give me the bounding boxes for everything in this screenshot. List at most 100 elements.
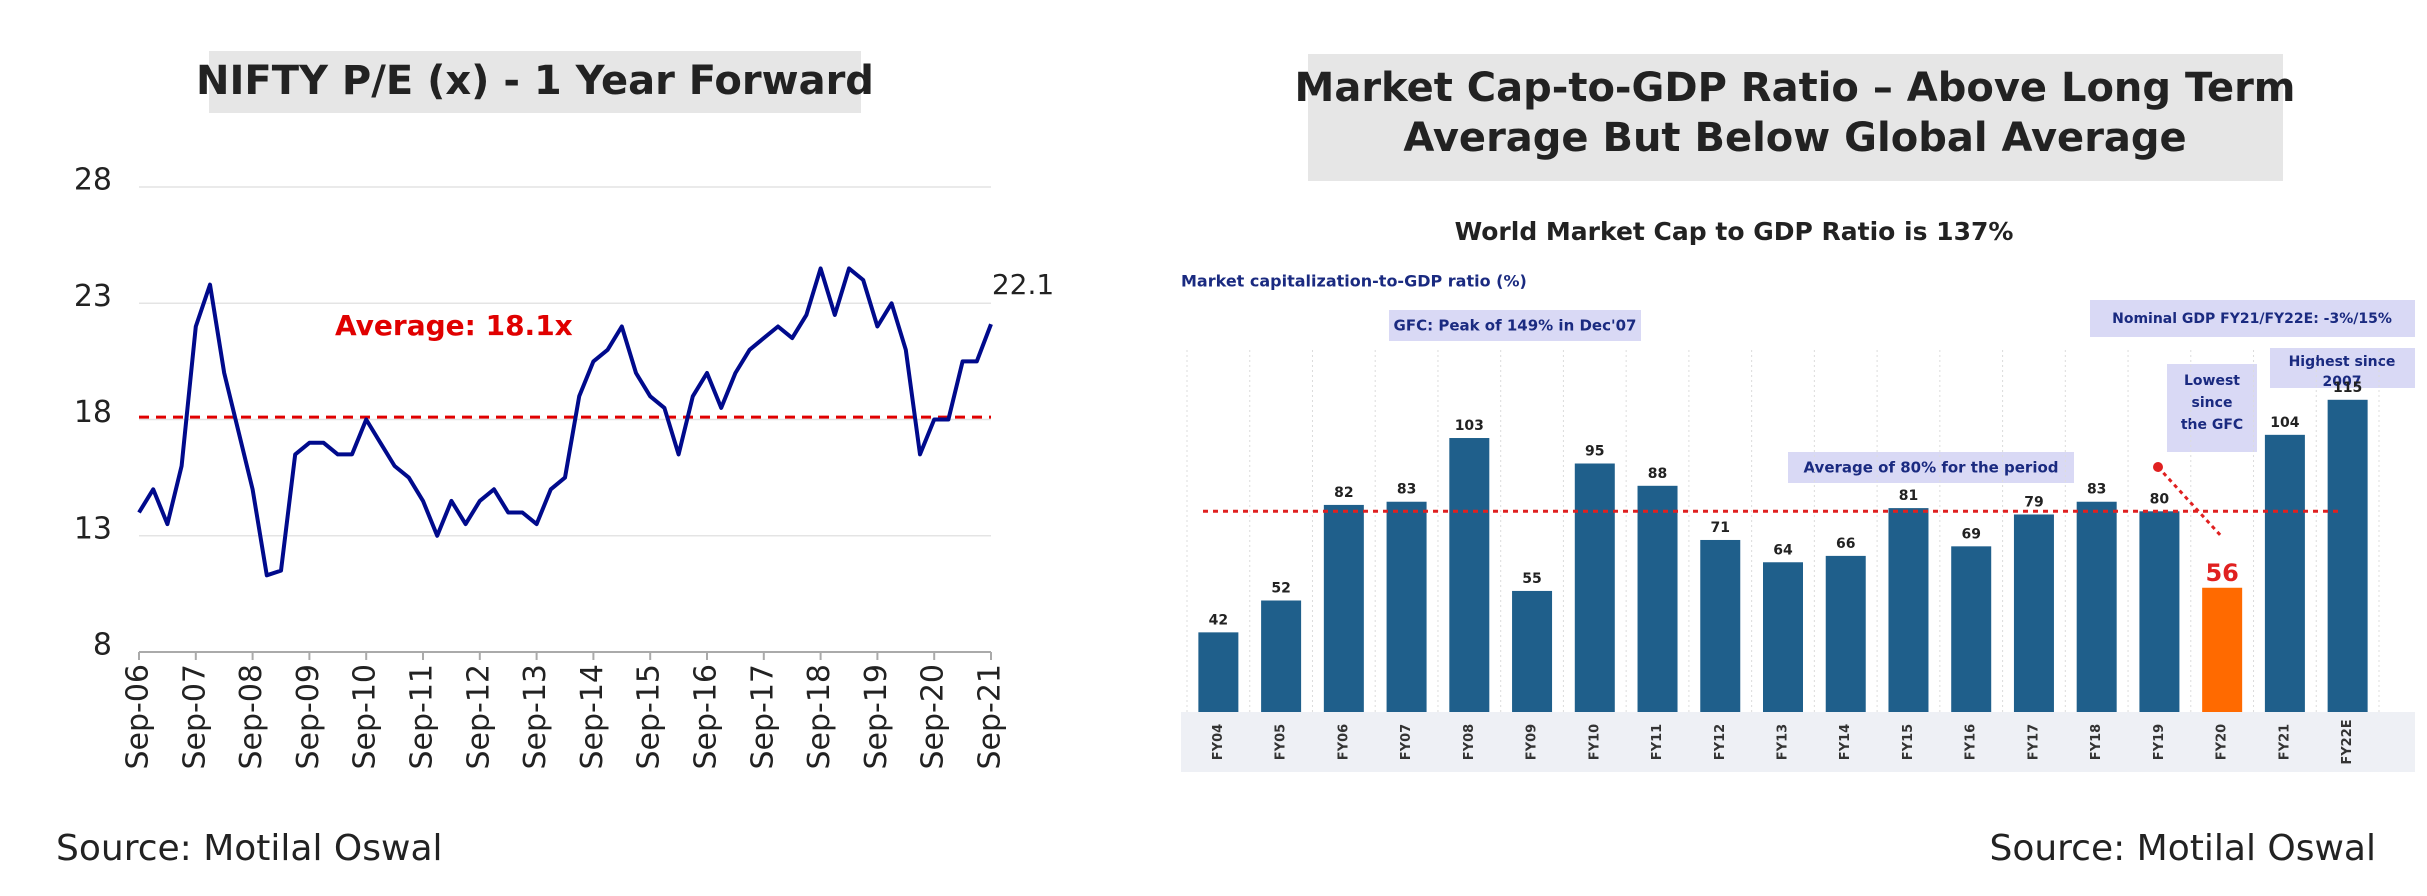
bar (1888, 508, 1929, 712)
x-tick-label: FY16 (1964, 724, 1979, 760)
value-label: 71 (1711, 520, 1730, 536)
bar (1449, 438, 1490, 712)
bar (2202, 587, 2243, 712)
annotation: Highest since (2289, 354, 2396, 370)
value-label: 69 (1961, 526, 1980, 542)
x-tick-label: Sep-21 (973, 664, 1008, 770)
bar (1825, 555, 1866, 712)
source: Source: Motilal Oswal (56, 828, 443, 869)
bar (1512, 590, 1553, 712)
annotation: the GFC (2181, 417, 2243, 433)
y-tick-label: 28 (74, 163, 112, 198)
bar (1637, 485, 1678, 712)
value-label: 56 (2205, 559, 2238, 587)
annotation: since (2192, 395, 2233, 411)
x-tick-label: Sep-06 (121, 664, 156, 770)
x-tick-label: Sep-20 (916, 664, 951, 770)
x-tick-label: FY18 (2089, 724, 2104, 760)
x-tick-label: FY09 (1525, 724, 1540, 760)
chart-title: Market Cap-to-GDP Ratio – Above Long Ter… (1295, 65, 2296, 111)
x-tick-label: Sep-19 (859, 664, 894, 770)
x-tick-label: Sep-12 (461, 664, 496, 770)
bar (1700, 539, 1741, 712)
value-label: 95 (1585, 444, 1604, 460)
x-tick-label: FY19 (2152, 724, 2167, 760)
y-tick-label: 8 (93, 628, 112, 663)
bar (1323, 504, 1364, 712)
bar (1951, 546, 1992, 712)
x-tick-label: FY21 (2277, 724, 2292, 760)
source: Source: Motilal Oswal (1989, 828, 2376, 869)
y-tick-label: 23 (74, 279, 112, 314)
x-tick-label: FY13 (1776, 724, 1791, 760)
value-label: 80 (2150, 491, 2170, 507)
x-tick-label: FY17 (2026, 724, 2041, 760)
annotation-box (2167, 364, 2257, 452)
end-label: 22.1 (992, 268, 1054, 301)
x-tick-label: FY22E (2340, 719, 2355, 764)
value-label: 81 (1899, 488, 1918, 504)
x-tick-label: FY12 (1713, 724, 1728, 760)
annotation-box (1389, 310, 1641, 341)
value-label: 103 (1455, 418, 1484, 434)
bar (1386, 501, 1427, 712)
x-tick-label: FY05 (1274, 724, 1289, 760)
x-tick-label: FY15 (1901, 724, 1916, 760)
annotation: 2007 (2323, 374, 2362, 390)
average-label: Average: 18.1x (335, 309, 573, 342)
chart-title: NIFTY P/E (x) - 1 Year Forward (196, 58, 874, 104)
line-series (137, 266, 993, 578)
bar (2076, 501, 2117, 712)
x-tick-label: Sep-08 (234, 664, 269, 770)
bar (2327, 399, 2368, 712)
x-tick-label: Sep-09 (291, 664, 326, 770)
annotation: GFC: Peak of 149% in Dec'07 (1394, 317, 1637, 335)
y-tick-label: 13 (74, 511, 112, 546)
inner-title: World Market Cap to GDP Ratio is 137% (1455, 217, 2014, 246)
bar (1198, 632, 1239, 712)
chart-title: Average But Below Global Average (1403, 115, 2186, 161)
value-label: 82 (1334, 485, 1353, 501)
x-tick-label: Sep-18 (802, 664, 837, 770)
title-box (209, 51, 861, 113)
x-tick-label: FY04 (1211, 724, 1226, 760)
bar (2013, 514, 2054, 712)
x-tick-label: Sep-10 (348, 664, 383, 770)
x-tick-label: FY08 (1462, 724, 1477, 760)
value-label: 55 (1522, 571, 1541, 587)
bar (1574, 463, 1615, 712)
value-label: 42 (1209, 612, 1228, 628)
x-tick-label: FY20 (2215, 724, 2230, 760)
bar (1763, 562, 1803, 712)
x-tick-label: Sep-16 (689, 664, 724, 770)
title-box (1308, 54, 2283, 181)
value-label: 104 (2270, 415, 2299, 431)
annotation-box (2090, 300, 2415, 337)
x-tick-label: FY06 (1336, 724, 1351, 760)
x-tick-label: Sep-15 (632, 664, 667, 770)
value-label: 79 (2024, 494, 2043, 510)
x-tick-label: FY10 (1587, 724, 1602, 760)
x-tick-label: Sep-13 (518, 664, 553, 770)
y-axis-label: Market capitalization-to-GDP ratio (%) (1181, 272, 1527, 291)
annotation-box (1788, 452, 2074, 483)
x-tick-label: Sep-17 (745, 664, 780, 770)
value-label: 83 (1397, 482, 1416, 498)
annotation: Average of 80% for the period (1803, 459, 2058, 477)
annotation: Nominal GDP FY21/FY22E: -3%/15% (2112, 311, 2392, 327)
annotation-box (2270, 348, 2415, 388)
x-axis-band (1181, 712, 2415, 772)
annotation: Lowest (2184, 373, 2240, 389)
x-tick-label: FY07 (1399, 724, 1414, 760)
x-tick-label: Sep-11 (405, 664, 440, 770)
x-tick-label: FY11 (1650, 724, 1665, 760)
value-label: 66 (1836, 536, 1855, 552)
y-tick-label: 18 (74, 395, 112, 430)
bar (2264, 434, 2305, 712)
x-tick-label: Sep-14 (575, 664, 610, 770)
value-label: 83 (2087, 482, 2106, 498)
value-label: 115 (2333, 380, 2362, 396)
value-label: 52 (1271, 580, 1290, 596)
value-label: 64 (1773, 542, 1793, 558)
